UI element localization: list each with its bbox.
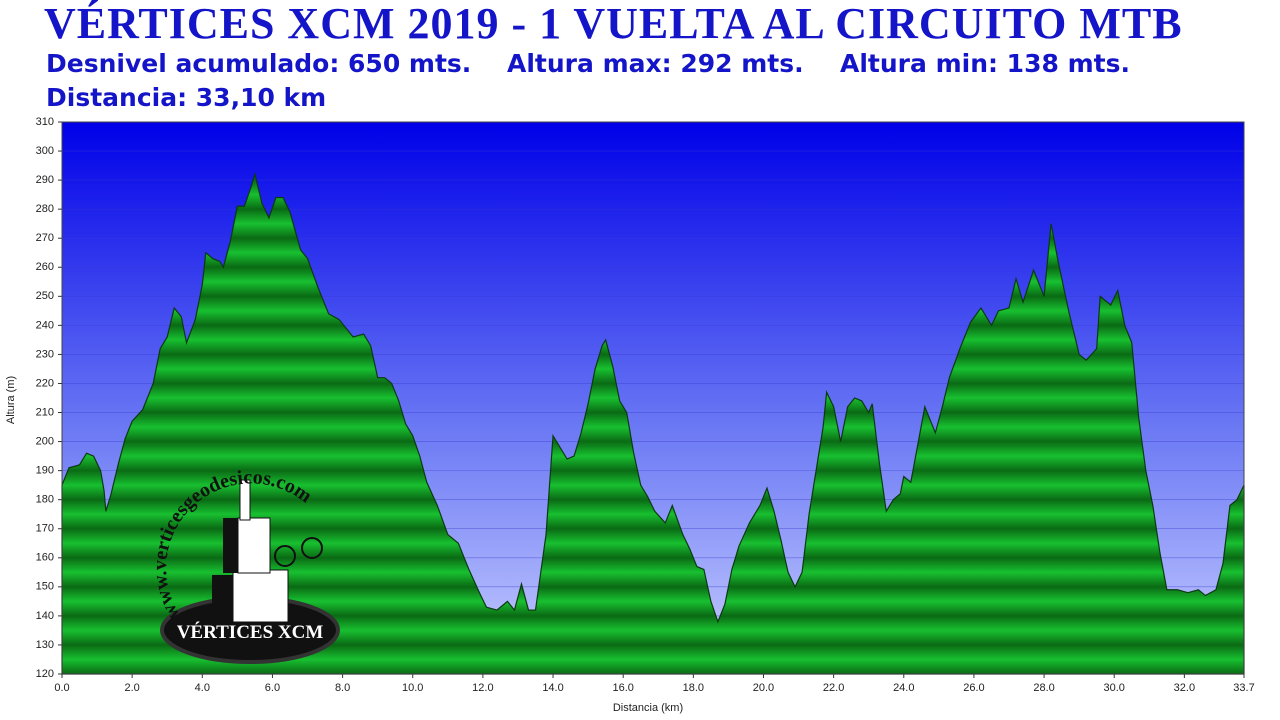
x-tick-label: 20.0 <box>753 682 774 694</box>
x-tick-label: 28.0 <box>1033 682 1054 694</box>
y-tick-label: 310 <box>36 116 54 128</box>
plot-frame <box>61 121 1245 675</box>
x-tick-label: 0.0 <box>54 682 69 694</box>
y-tick-label: 180 <box>36 494 54 506</box>
y-tick-label: 210 <box>36 406 54 418</box>
subtitle: Altura min: 138 mts. <box>840 49 1130 78</box>
logo-shape <box>301 537 323 559</box>
x-tick-label: 32.0 <box>1174 682 1195 694</box>
x-tick-label: 24.0 <box>893 682 914 694</box>
y-tick-label: 150 <box>36 581 54 593</box>
y-tick-label: 190 <box>36 465 54 477</box>
subtitle: Desnivel acumulado: 650 mts. <box>46 49 471 78</box>
y-tick-label: 260 <box>36 261 54 273</box>
x-tick-label: 14.0 <box>542 682 563 694</box>
y-tick-label: 220 <box>36 377 54 389</box>
y-tick-label: 120 <box>36 668 54 680</box>
y-tick-label: 160 <box>36 552 54 564</box>
elevation-area <box>61 172 1245 675</box>
y-tick-label: 290 <box>36 174 54 186</box>
subtitle: Altura max: 292 mts. <box>507 49 804 78</box>
y-tick-label: 270 <box>36 232 54 244</box>
y-tick-label: 130 <box>36 639 54 651</box>
marks <box>61 172 1245 675</box>
x-tick-label: 16.0 <box>612 682 633 694</box>
y-tick-label: 140 <box>36 610 54 622</box>
chart-title: VÉRTICES XCM 2019 - 1 VUELTA AL CIRCUITO… <box>44 0 1183 48</box>
y-tick-label: 200 <box>36 435 54 447</box>
logo-shape <box>274 545 296 567</box>
y-tick-label: 240 <box>36 319 54 331</box>
x-tick-label: 4.0 <box>195 682 210 694</box>
x-tick-label: 30.0 <box>1104 682 1125 694</box>
y-tick-label: 280 <box>36 203 54 215</box>
y-tick-label: 230 <box>36 348 54 360</box>
logo-shape <box>237 517 271 574</box>
x-tick-label: 12.0 <box>472 682 493 694</box>
subtitle: Distancia: 33,10 km <box>46 83 326 112</box>
x-tick-label: 8.0 <box>335 682 350 694</box>
logo-shape <box>232 569 289 623</box>
x-tick-label: 22.0 <box>823 682 844 694</box>
y-tick-label: 170 <box>36 523 54 535</box>
x-tick-label: 33.7 <box>1233 682 1254 694</box>
logo-shape <box>239 479 251 521</box>
x-tick-label: 2.0 <box>124 682 139 694</box>
x-tick-label: 18.0 <box>683 682 704 694</box>
y-axis-label: Altura (m) <box>5 376 17 424</box>
x-axis-label: Distancia (km) <box>613 702 683 714</box>
y-tick-label: 250 <box>36 290 54 302</box>
logo-name: VÉRTICES XCM <box>177 621 324 643</box>
x-tick-label: 26.0 <box>963 682 984 694</box>
y-tick-label: 300 <box>36 145 54 157</box>
x-tick-label: 10.0 <box>402 682 423 694</box>
x-tick-label: 6.0 <box>265 682 280 694</box>
